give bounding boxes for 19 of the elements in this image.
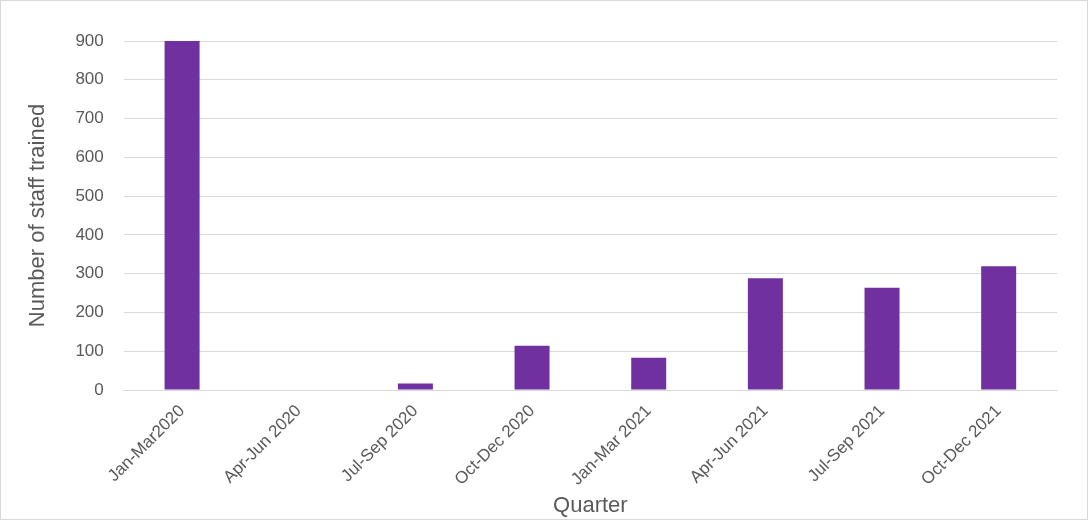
y-tick-label: 600 <box>75 147 104 167</box>
y-tick-label: 900 <box>75 30 104 50</box>
y-tick-label: 500 <box>75 185 104 205</box>
y-axis-title: Number of staff trained <box>24 103 50 328</box>
bar <box>397 383 433 390</box>
bar <box>631 357 667 390</box>
bar <box>514 345 550 390</box>
bar <box>981 266 1017 390</box>
bar <box>747 278 783 390</box>
y-tick-label: 800 <box>75 69 104 89</box>
bar <box>864 287 900 390</box>
y-tick-label: 100 <box>75 340 104 360</box>
x-axis-title: Quarter <box>553 491 628 517</box>
y-tick-label: 300 <box>75 263 104 283</box>
y-tick-label: 700 <box>75 108 104 128</box>
bar <box>164 41 200 390</box>
y-tick-label: 200 <box>75 302 104 322</box>
y-tick-label: 0 <box>94 379 104 399</box>
y-tick-label: 400 <box>75 224 104 244</box>
